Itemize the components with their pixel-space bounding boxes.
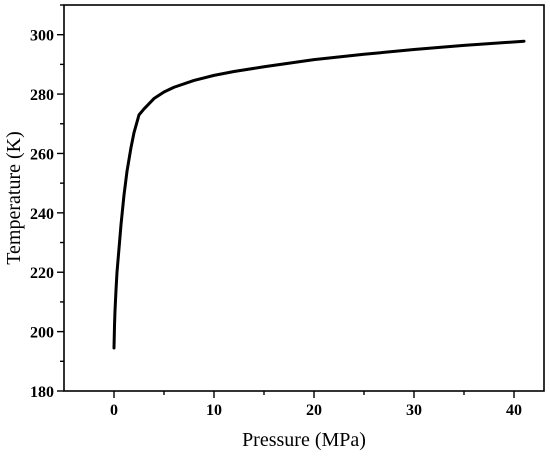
y-tick-label: 260 xyxy=(30,146,54,163)
y-tick-label: 300 xyxy=(30,28,54,45)
y-tick-label: 280 xyxy=(30,87,54,104)
x-tick-label: 30 xyxy=(406,402,422,419)
x-axis-ticks: 0 10 20 30 40 xyxy=(110,391,522,419)
series-line-1 xyxy=(112,39,526,350)
series-group xyxy=(112,39,526,350)
y-tick-label: 220 xyxy=(30,265,54,282)
y-tick-label: 240 xyxy=(30,206,54,223)
y-axis-ticks: 180 200 220 240 260 280 300 xyxy=(30,4,64,401)
y-tick-label: 180 xyxy=(30,384,54,401)
plot-frame xyxy=(63,4,545,392)
y-tick-label: 200 xyxy=(30,325,54,342)
x-tick-label: 40 xyxy=(506,402,522,419)
x-axis-title: Pressure (MPa) xyxy=(242,429,366,451)
x-tick-label: 10 xyxy=(206,402,222,419)
x-tick-label: 20 xyxy=(306,402,322,419)
y-axis-title: Temperature (K) xyxy=(3,131,25,265)
x-tick-label: 0 xyxy=(110,402,118,419)
